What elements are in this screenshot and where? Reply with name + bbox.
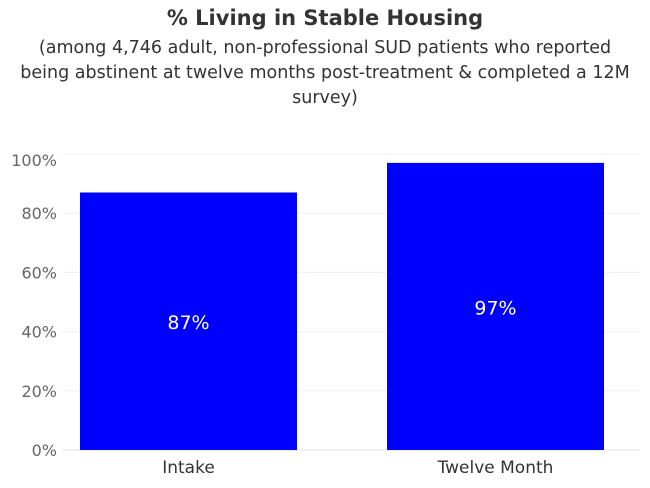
x-category-label: Intake — [162, 458, 215, 478]
y-tick-label: 60% — [21, 263, 57, 282]
bar — [80, 192, 297, 451]
y-tick-label: 80% — [21, 204, 57, 223]
y-tick-label: 20% — [21, 382, 57, 401]
x-category-label: Twelve Month — [437, 458, 554, 478]
y-tick-label: 0% — [32, 441, 57, 460]
y-tick-label: 100% — [11, 151, 57, 170]
bar-data-label: 87% — [167, 312, 209, 334]
chart-subtitle: (among 4,746 adult, non-professional SUD… — [20, 38, 630, 108]
chart-title: % Living in Stable Housing — [166, 6, 484, 30]
bar — [387, 162, 604, 450]
y-tick-label: 40% — [21, 323, 57, 342]
bar-data-label: 97% — [474, 297, 516, 319]
